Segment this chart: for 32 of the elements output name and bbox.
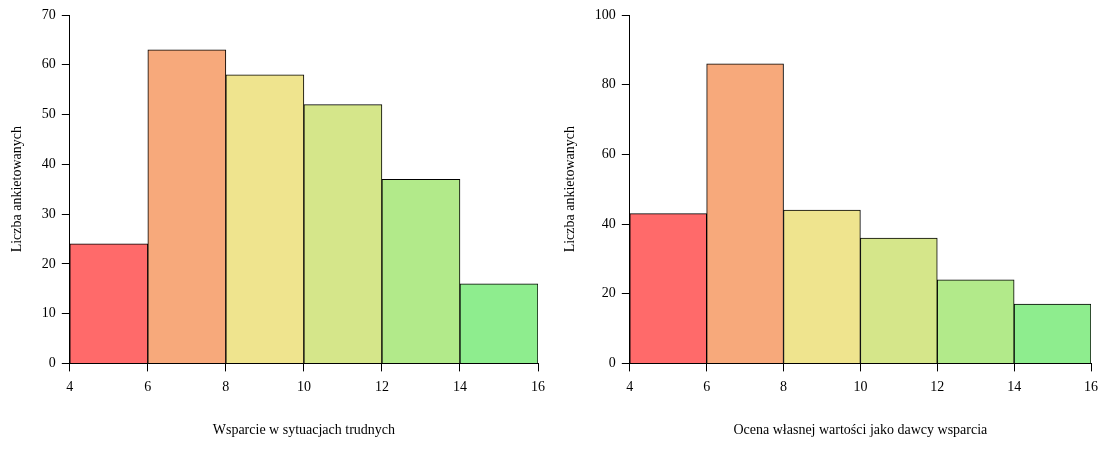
x-tick-label: 12 (930, 379, 945, 395)
x-axis-title: Wsparcie w sytuacjach trudnych (212, 422, 396, 438)
x-tick-label: 12 (374, 379, 389, 395)
x-tick-label: 14 (1007, 379, 1022, 395)
y-tick-label: 100 (594, 6, 616, 22)
y-tick-label: 40 (601, 215, 616, 231)
x-tick-label: 8 (780, 379, 788, 395)
y-tick-label: 10 (41, 305, 56, 321)
y-tick-label: 0 (48, 355, 56, 371)
y-tick-label: 30 (41, 205, 56, 221)
x-tick-label: 6 (144, 379, 152, 395)
x-tick-label: 6 (703, 379, 711, 395)
x-tick-label: 10 (853, 379, 868, 395)
y-tick-label: 50 (41, 106, 56, 122)
y-tick-label: 80 (601, 76, 616, 92)
x-tick-label: 10 (296, 379, 311, 395)
x-tick-label: 16 (531, 379, 545, 395)
x-tick-label: 4 (66, 379, 74, 395)
x-tick-label: 14 (452, 379, 467, 395)
y-tick-label: 20 (41, 255, 56, 271)
x-tick-label: 4 (626, 379, 634, 395)
y-axis-title: Liczba ankietowanych (9, 126, 25, 253)
x-tick-label: 8 (222, 379, 230, 395)
y-tick-label: 20 (601, 285, 616, 301)
y-tick-label: 60 (601, 146, 616, 162)
y-tick-label: 40 (41, 155, 56, 171)
y-axis-title: Liczba ankietowanych (562, 126, 578, 253)
y-tick-label: 0 (608, 355, 616, 371)
y-tick-label: 60 (41, 56, 56, 72)
x-axis-title: Ocena własnej wartości jako dawcy wsparcia (733, 422, 989, 438)
x-tick-label: 16 (1084, 379, 1098, 395)
y-tick-label: 70 (41, 6, 56, 22)
